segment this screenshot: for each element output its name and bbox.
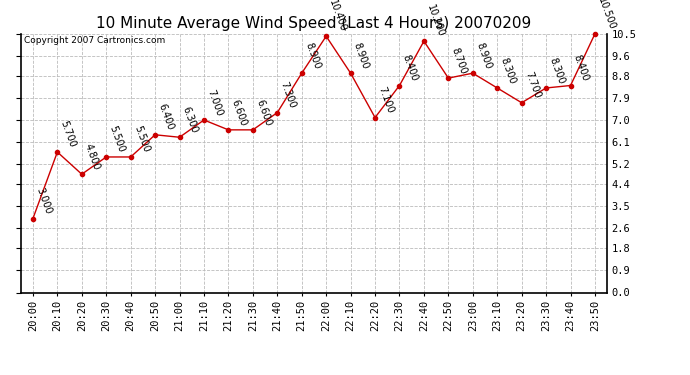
Text: 6.600: 6.600 xyxy=(230,98,248,127)
Text: 7.300: 7.300 xyxy=(279,81,297,110)
Text: 5.700: 5.700 xyxy=(59,120,78,149)
Text: 6.300: 6.300 xyxy=(181,105,199,135)
Text: 3.000: 3.000 xyxy=(34,186,53,216)
Text: 10.200: 10.200 xyxy=(425,3,446,38)
Text: 6.400: 6.400 xyxy=(157,103,175,132)
Text: 8.400: 8.400 xyxy=(572,54,591,83)
Text: 10.400: 10.400 xyxy=(328,0,348,33)
Text: 5.500: 5.500 xyxy=(132,125,151,154)
Text: 4.800: 4.800 xyxy=(83,142,102,171)
Text: 7.100: 7.100 xyxy=(377,86,395,115)
Text: 8.900: 8.900 xyxy=(352,41,371,70)
Text: 6.600: 6.600 xyxy=(254,98,273,127)
Text: Copyright 2007 Cartronics.com: Copyright 2007 Cartronics.com xyxy=(23,36,165,45)
Text: 7.700: 7.700 xyxy=(523,70,542,100)
Text: 8.300: 8.300 xyxy=(547,56,566,85)
Text: 8.300: 8.300 xyxy=(499,56,518,85)
Text: 8.900: 8.900 xyxy=(474,41,493,70)
Text: 7.000: 7.000 xyxy=(206,88,224,117)
Title: 10 Minute Average Wind Speed (Last 4 Hours) 20070209: 10 Minute Average Wind Speed (Last 4 Hou… xyxy=(97,16,531,31)
Text: 8.400: 8.400 xyxy=(401,54,420,83)
Text: 8.900: 8.900 xyxy=(303,41,322,70)
Text: 8.700: 8.700 xyxy=(450,46,469,75)
Text: 5.500: 5.500 xyxy=(108,125,126,154)
Text: 10.500: 10.500 xyxy=(596,0,618,31)
